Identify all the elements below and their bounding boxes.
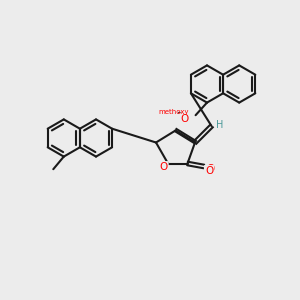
Text: O: O (180, 114, 188, 124)
Text: methoxy: methoxy (159, 109, 189, 115)
Text: O: O (206, 164, 215, 175)
Text: O: O (205, 166, 213, 176)
Text: H: H (216, 119, 224, 130)
Text: O: O (159, 162, 168, 172)
